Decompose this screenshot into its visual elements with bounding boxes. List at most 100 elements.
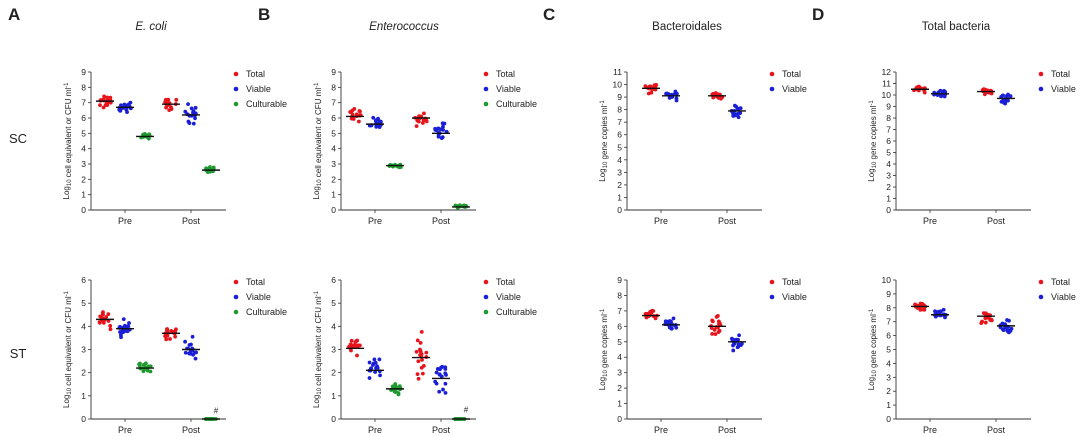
data-point-viable	[671, 316, 676, 321]
data-point-viable	[436, 134, 441, 139]
x-tick-label-pre: Pre	[368, 425, 382, 435]
data-point-total	[108, 95, 113, 100]
y-tick-label: 2	[81, 174, 86, 184]
legend-marker-culturable	[483, 309, 489, 315]
data-point-total	[716, 319, 721, 324]
data-point-total	[982, 92, 987, 97]
legend-label-viable: Viable	[1051, 292, 1076, 302]
legend-marker-viable	[233, 294, 239, 300]
y-tick-label: 0	[81, 414, 86, 424]
y-axis-label: Log10 gene copies ml-1	[867, 308, 878, 390]
y-tick-label: 5	[886, 148, 891, 158]
data-point-culturable	[137, 363, 142, 368]
data-point-total	[348, 342, 353, 347]
data-point-total	[710, 319, 715, 324]
legend-label-total: Total	[246, 277, 265, 287]
y-axis-label: Log10 cell equivalent or CFU ml-1	[62, 82, 73, 200]
data-point-total	[102, 94, 107, 99]
y-tick-label: 3	[617, 368, 622, 378]
data-point-culturable	[393, 382, 398, 386]
data-point-viable	[1008, 94, 1013, 99]
y-tick-label: 7	[617, 306, 622, 316]
x-tick-label-post: Post	[432, 216, 451, 226]
data-point-total	[416, 359, 421, 364]
data-point-viable	[1006, 328, 1011, 333]
y-tick-label: 2	[886, 386, 891, 396]
y-tick-label: 9	[81, 67, 86, 77]
data-point-total	[349, 338, 354, 343]
data-point-total	[712, 328, 717, 332]
data-point-viable	[441, 387, 445, 392]
y-tick-label: 1	[617, 192, 622, 202]
data-point-total	[105, 95, 110, 100]
chart-a-st: 0 1 2 3 4 5 6 Log10 cell equivalent or CFU ml-1…	[62, 275, 287, 435]
legend-marker-total	[1038, 71, 1044, 77]
y-tick-label: 8	[886, 303, 891, 313]
data-point-viable	[186, 102, 190, 106]
data-point-total	[416, 376, 421, 381]
x-tick-label-pre: Pre	[118, 425, 132, 435]
data-point-viable	[119, 333, 123, 337]
y-tick-label: 4	[81, 144, 86, 154]
y-tick-label: 0	[617, 414, 622, 424]
data-point-viable	[374, 118, 379, 122]
data-point-total	[173, 334, 178, 339]
x-tick-label-post: Post	[718, 425, 737, 435]
y-tick-label: 11	[613, 67, 622, 77]
data-point-viable	[739, 341, 744, 346]
data-point-culturable	[396, 392, 401, 397]
y-tick-label: 2	[81, 368, 86, 378]
data-point-viable	[731, 348, 736, 353]
data-point-total	[418, 347, 422, 352]
y-tick-label: 4	[617, 155, 622, 165]
data-point-viable	[941, 93, 946, 98]
data-point-total	[421, 363, 426, 368]
data-point-viable	[121, 330, 126, 335]
data-point-viable	[1000, 321, 1005, 326]
y-tick-label: 4	[331, 321, 336, 331]
legend-marker-culturable	[483, 101, 489, 107]
chart-c-sc: Bacteroidales 0 1 2 3 4 5 6 7 8 9 10 11 Log10 gene co…	[598, 21, 807, 226]
data-point-total	[716, 330, 721, 334]
y-tick-label: 2	[331, 368, 336, 378]
data-point-culturable	[145, 368, 150, 373]
data-point-total	[349, 348, 353, 353]
data-point-viable	[736, 107, 740, 111]
data-point-viable	[377, 357, 382, 362]
y-tick-label: 1	[331, 190, 336, 200]
x-tick-label-post: Post	[432, 425, 451, 435]
data-point-total	[415, 372, 420, 376]
y-tick-label: 6	[617, 321, 622, 331]
panel-letter-c: C	[543, 5, 555, 24]
data-point-viable	[375, 365, 380, 370]
y-tick-label: 5	[331, 128, 336, 138]
x-tick-label-post: Post	[987, 216, 1006, 226]
y-tick-label: 7	[886, 125, 891, 135]
x-tick-label-post: Post	[182, 216, 201, 226]
legend-label-total: Total	[782, 69, 801, 79]
data-point-total	[106, 312, 111, 316]
data-point-total	[415, 338, 420, 343]
legend-marker-culturable	[233, 101, 239, 107]
data-point-total	[716, 96, 721, 100]
data-point-viable	[440, 135, 445, 140]
y-tick-label: 6	[331, 113, 336, 123]
data-point-viable	[118, 330, 122, 334]
y-tick-label: 7	[81, 98, 86, 108]
data-point-total	[646, 91, 651, 96]
y-tick-label: 0	[886, 414, 891, 424]
y-axis-label: Log10 cell equivalent or CFU ml-1	[312, 82, 323, 200]
data-point-viable	[122, 323, 127, 328]
y-tick-label: 7	[617, 117, 622, 127]
data-point-viable	[734, 337, 739, 342]
y-tick-label: 2	[617, 180, 622, 190]
y-tick-label: 1	[81, 391, 86, 401]
x-tick-label-post: Post	[718, 216, 737, 226]
data-point-total	[420, 357, 424, 362]
y-tick-label: 2	[331, 174, 336, 184]
legend-label-total: Total	[496, 277, 515, 287]
data-point-culturable	[390, 384, 395, 389]
y-tick-label: 5	[617, 142, 622, 152]
chart-c-st: 0 1 2 3 4 5 6 7 8 9 Log10 gene copies ml-1 Pre Post T…	[598, 275, 807, 435]
